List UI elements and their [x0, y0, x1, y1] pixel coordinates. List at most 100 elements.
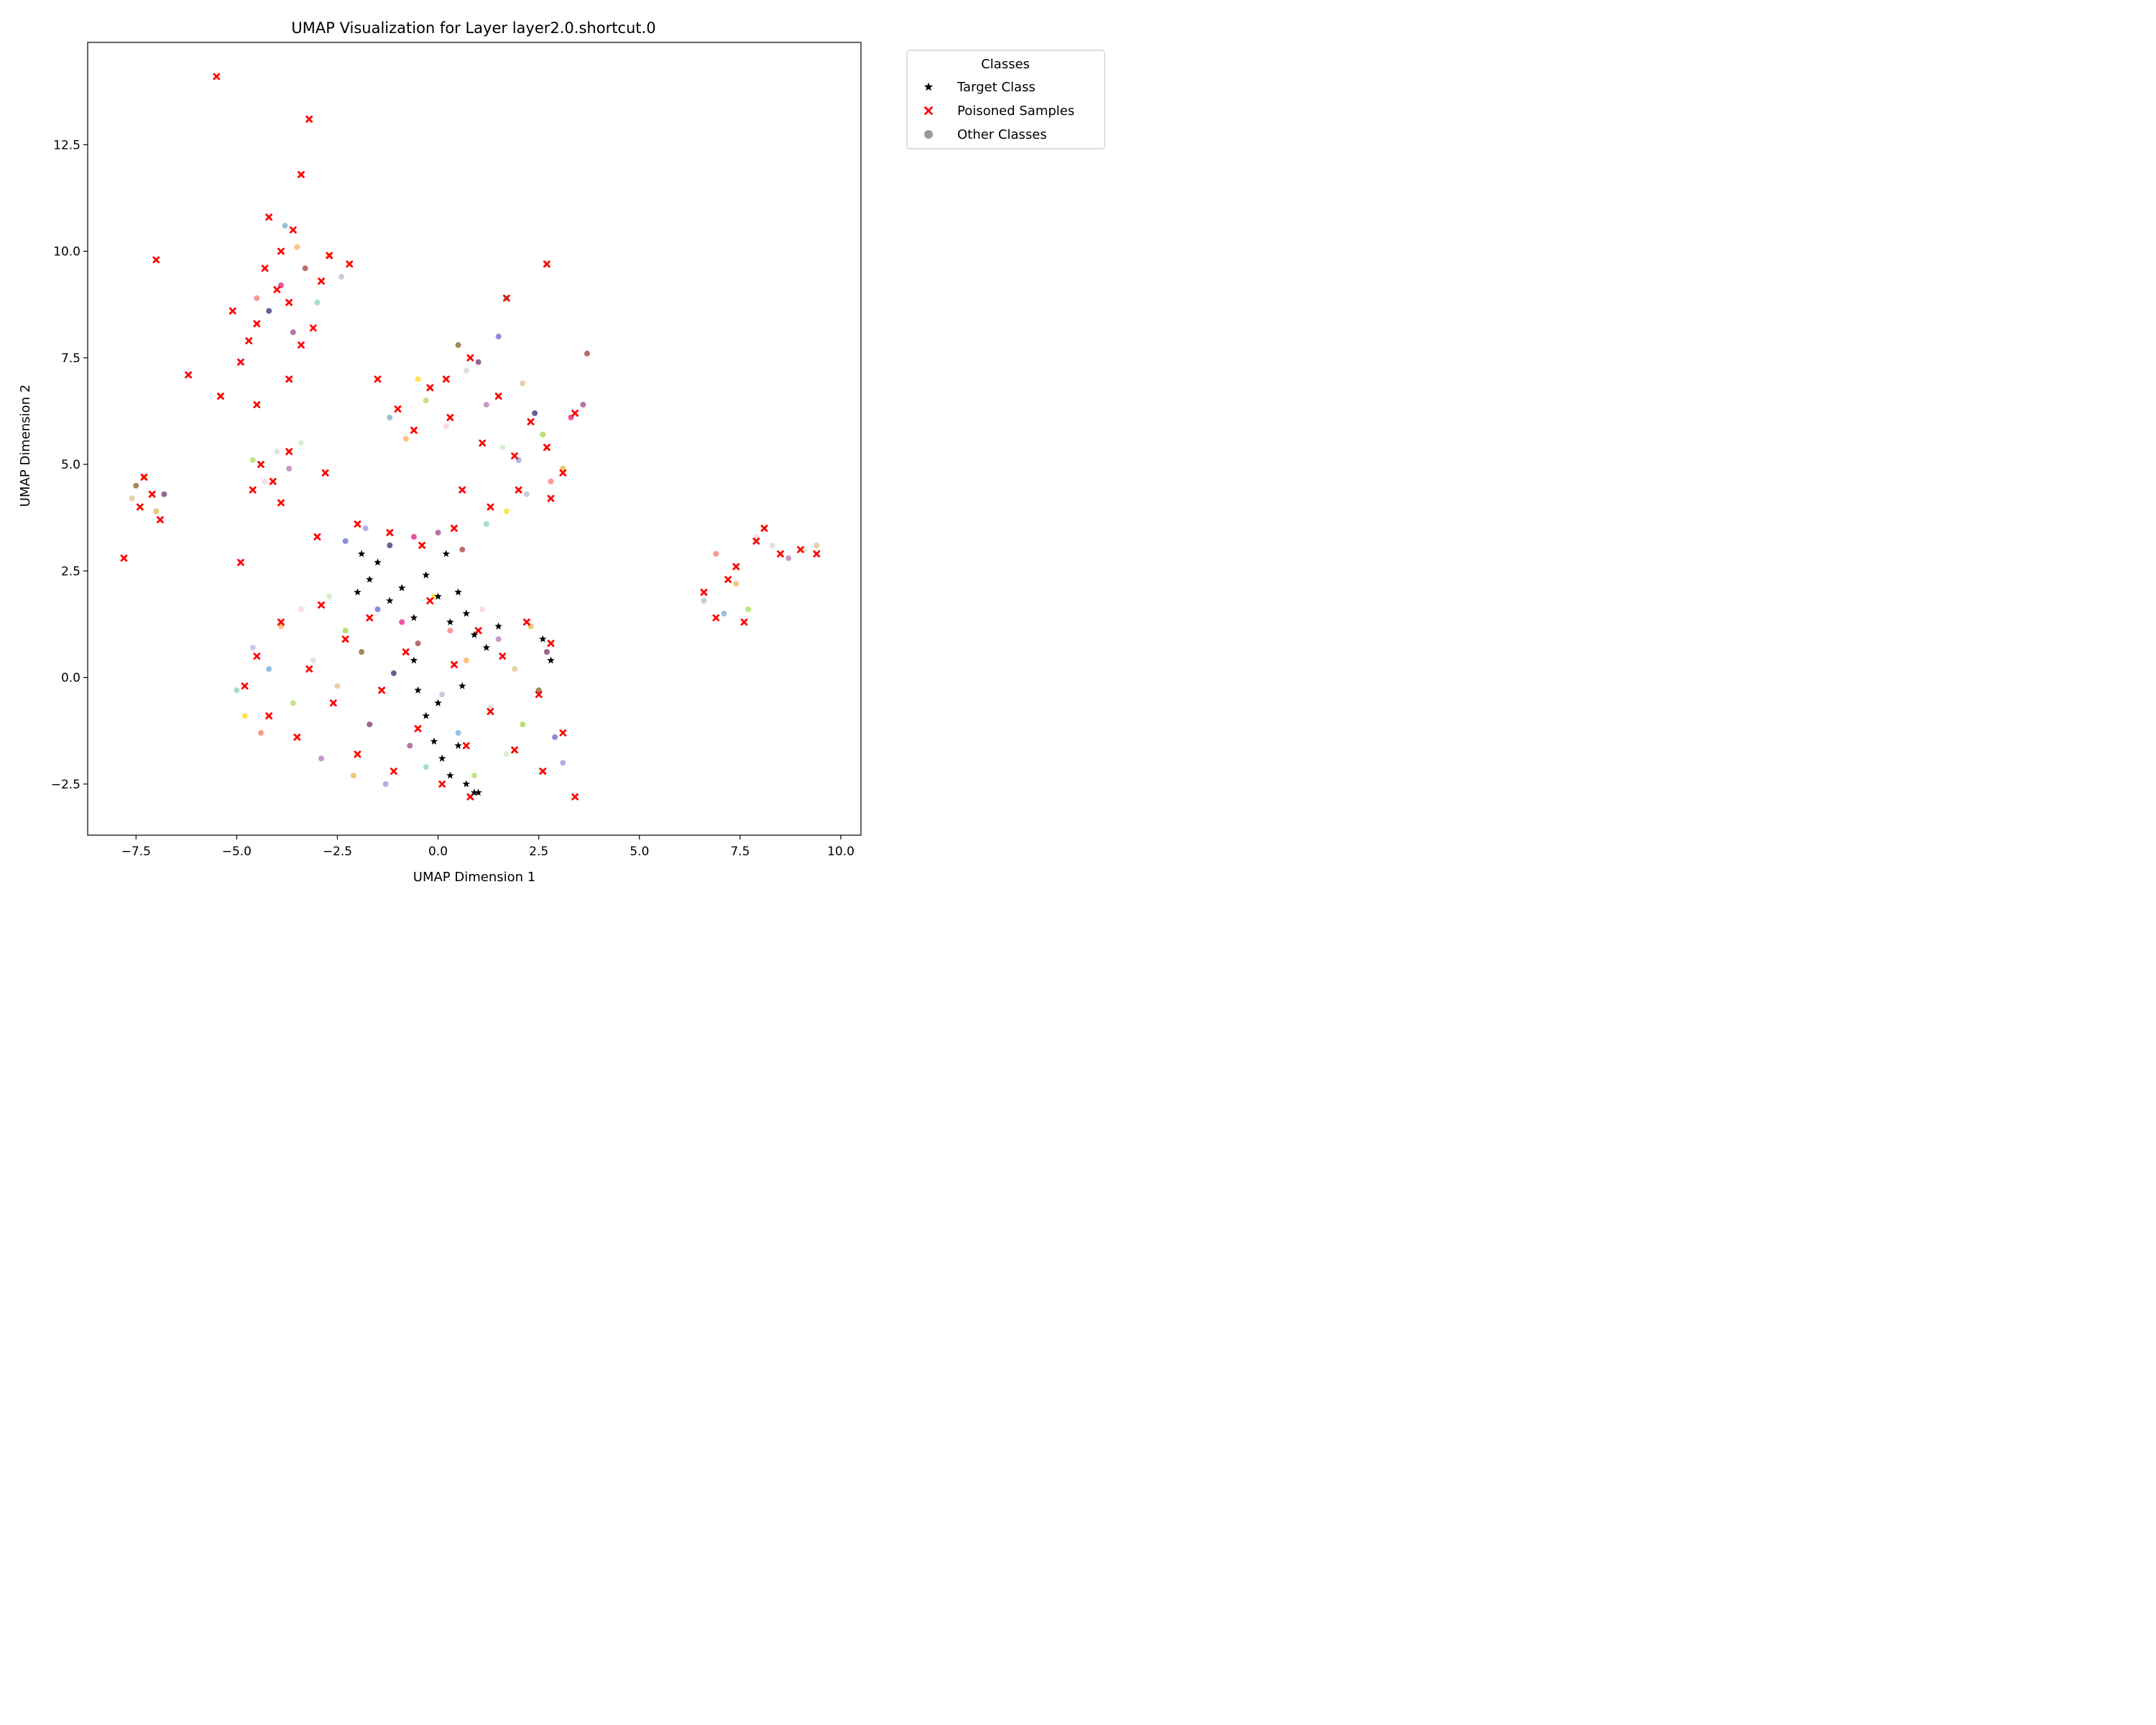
poisoned-point: [752, 537, 760, 545]
other-class-point: [721, 610, 727, 617]
legend-entries: Target Class Poisoned Samples Other Classe…: [923, 80, 1074, 142]
y-tick-label: 2.5: [61, 564, 80, 579]
other-class-point: [342, 538, 349, 544]
other-class-point: [298, 440, 305, 446]
legend-label: Target Class: [957, 80, 1036, 95]
poisoned-point: [277, 499, 285, 507]
poisoned-point: [515, 486, 522, 494]
poisoned-point: [527, 418, 535, 426]
poisoned-point: [502, 294, 510, 302]
other-class-point: [257, 730, 264, 736]
x-tick-label: 10.0: [827, 845, 854, 859]
other-class-point: [129, 495, 135, 502]
poisoned-point: [265, 712, 273, 719]
poisoned-point: [499, 653, 507, 660]
poisoned-point: [571, 410, 579, 417]
legend-marker-star-icon: [923, 82, 934, 91]
poisoned-point: [273, 286, 281, 293]
target-point: [386, 597, 394, 604]
poisoned-point: [277, 618, 285, 626]
other-class-point: [503, 751, 510, 758]
poisoned-point: [547, 494, 555, 502]
x-axis-label: UMAP Dimension 1: [413, 870, 535, 885]
legend-title: Classes: [981, 57, 1030, 72]
poisoned-point: [462, 742, 470, 750]
poisoned-point: [386, 529, 394, 536]
poisoned-point: [700, 589, 708, 596]
legend-box: [906, 50, 1105, 150]
poisoned-point: [329, 699, 337, 707]
x-tick-label: −7.5: [121, 845, 151, 859]
poisoned-point: [237, 558, 244, 566]
poisoned-point: [418, 541, 426, 549]
other-class-point: [423, 764, 429, 770]
target-point: [474, 788, 482, 796]
poisoned-point: [813, 550, 821, 558]
other-class-point: [523, 491, 530, 497]
poisoned-point: [269, 477, 277, 485]
poisoned-point: [257, 461, 264, 468]
poisoned-point: [253, 320, 261, 328]
legend-marker-x-icon: [924, 106, 933, 115]
poisoned-point: [354, 520, 361, 528]
target-point: [374, 558, 382, 566]
series-target-class: [354, 550, 555, 796]
poisoned-point: [354, 750, 361, 758]
poisoned-point: [487, 503, 494, 511]
points-layer: [120, 73, 821, 801]
other-class-point: [338, 274, 345, 280]
other-class-point: [153, 508, 160, 515]
other-class-point: [713, 551, 719, 557]
target-point: [366, 575, 374, 583]
poisoned-point: [318, 277, 325, 285]
other-class-point: [241, 712, 248, 719]
other-class-point: [290, 700, 296, 707]
other-class-point: [459, 546, 466, 553]
poisoned-point: [511, 746, 518, 754]
target-point: [482, 643, 491, 651]
other-class-point: [814, 542, 820, 548]
poisoned-point: [740, 618, 748, 626]
other-class-point: [415, 376, 421, 382]
poisoned-point: [305, 665, 313, 673]
other-class-point: [302, 265, 308, 272]
target-point: [414, 686, 422, 694]
target-point: [462, 610, 471, 617]
poisoned-point: [237, 358, 244, 366]
other-class-point: [499, 444, 506, 451]
other-class-point: [266, 308, 272, 314]
poisoned-point: [289, 226, 297, 234]
other-class-point: [390, 670, 397, 676]
other-class-point: [310, 657, 316, 663]
other-class-point: [249, 457, 256, 464]
target-point: [410, 656, 418, 664]
other-class-point: [580, 402, 586, 408]
poisoned-point: [547, 640, 555, 648]
poisoned-point: [712, 614, 720, 622]
poisoned-point: [451, 661, 458, 668]
poisoned-point: [402, 648, 410, 656]
poisoned-point: [535, 691, 543, 699]
other-class-point: [249, 645, 256, 651]
poisoned-point: [261, 264, 269, 272]
poisoned-point: [152, 256, 160, 264]
other-class-point: [407, 742, 413, 749]
other-class-point: [282, 222, 288, 229]
poisoned-point: [459, 486, 466, 494]
poisoned-point: [253, 401, 261, 408]
other-class-point: [435, 529, 441, 535]
legend: Classes Target Class Poisoned Samples Othe…: [906, 50, 1105, 150]
poisoned-point: [559, 469, 567, 477]
x-tick-label: 2.5: [529, 845, 548, 859]
target-point: [446, 771, 454, 779]
series-other-classes: [129, 222, 820, 787]
other-class-point: [294, 244, 300, 250]
poisoned-point: [394, 405, 402, 413]
y-tick-label: 5.0: [61, 458, 80, 472]
poisoned-point: [136, 503, 144, 511]
chart-title: UMAP Visualization for Layer layer2.0.sh…: [291, 19, 655, 37]
poisoned-point: [446, 413, 454, 421]
poisoned-point: [522, 618, 530, 626]
other-class-point: [423, 397, 429, 404]
poisoned-point: [724, 576, 732, 584]
